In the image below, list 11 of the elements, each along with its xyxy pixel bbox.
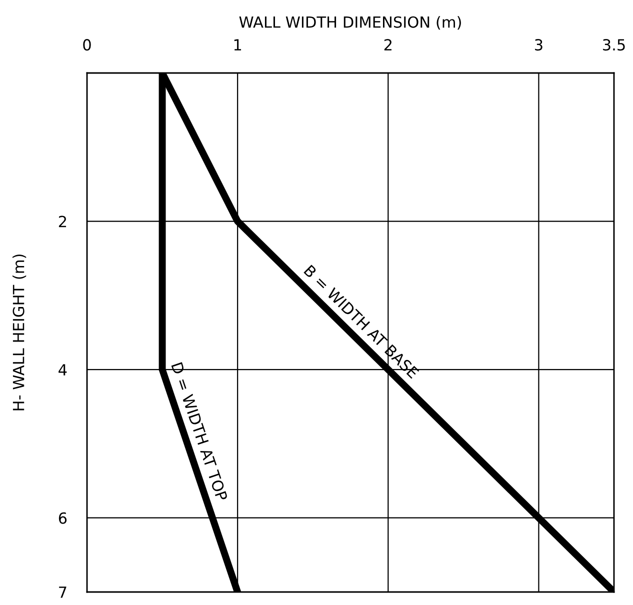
y-tick-label: 2	[58, 216, 66, 228]
y-tick-label: 6	[58, 512, 67, 524]
y-axis-title: H- WALL HEIGHT (m)	[12, 254, 26, 410]
y-tick-label: 7	[59, 586, 66, 598]
x-tick-label: 3.5	[603, 39, 625, 51]
x-tick-label: 0	[83, 39, 91, 51]
y-tick-label: 4	[58, 364, 67, 376]
x-axis-title: WALL WIDTH DIMENSION (m)	[239, 16, 461, 30]
x-tick-label: 1	[234, 39, 242, 50]
x-tick-label: 2	[384, 39, 392, 50]
x-tick-label: 3	[535, 39, 542, 51]
